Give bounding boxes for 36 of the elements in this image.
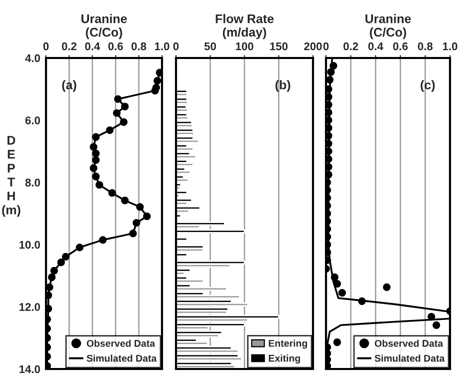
annotation: (b) — [276, 80, 290, 92]
y-tick-label: 14.0 — [20, 365, 40, 374]
annotation: (a) — [62, 80, 76, 92]
y-tick-label: 8.0 — [25, 178, 40, 187]
y-tick-label: 4.0 — [25, 54, 40, 62]
x-tick-label: 0.2 — [344, 42, 358, 50]
x-tick-label: 50 — [204, 42, 216, 50]
legend-label: Exiting — [268, 354, 300, 364]
legend-label: Observed Data — [374, 340, 444, 347]
x-axis-title: Uranine (C/Co) — [81, 14, 127, 40]
y-tick-label: 12.0 — [20, 303, 40, 311]
legend-label: Simulated Data — [374, 354, 445, 362]
legend-label: Observed Data — [86, 340, 156, 347]
legend-label: Entering — [268, 340, 308, 349]
x-tick-label: 0.4 — [368, 42, 384, 50]
annotation: (c) — [420, 80, 435, 92]
x-tick-label: 0.8 — [418, 42, 433, 50]
x-tick-label: 150 — [270, 42, 288, 50]
x-tick-label: 0.6 — [393, 42, 408, 50]
x-tick-label: 1.0 — [442, 42, 458, 50]
y-axis-title: D E P T H (m) — [2, 136, 20, 217]
legend-label: Simulated Data — [86, 354, 157, 362]
x-tick-label: 0.8 — [132, 42, 146, 50]
x-tick-label: 100 — [236, 42, 254, 50]
y-tick-label: 10.0 — [20, 240, 40, 249]
x-tick-label: 1.0 — [154, 42, 170, 50]
x-axis-title: Flow Rate (m/day) — [216, 14, 274, 40]
x-tick-label: 0.6 — [108, 42, 123, 50]
y-tick-label: 6.0 — [25, 116, 40, 124]
x-tick-label: 0.4 — [85, 42, 100, 50]
x-tick-label: 0.2 — [62, 42, 76, 50]
x-tick-label: 0 — [173, 42, 179, 50]
x-tick-label: 200 — [304, 42, 322, 50]
x-tick-label: 0 — [323, 42, 329, 50]
x-tick-label: 0 — [43, 42, 49, 50]
x-axis-title: Uranine (C/Co) — [365, 14, 411, 40]
